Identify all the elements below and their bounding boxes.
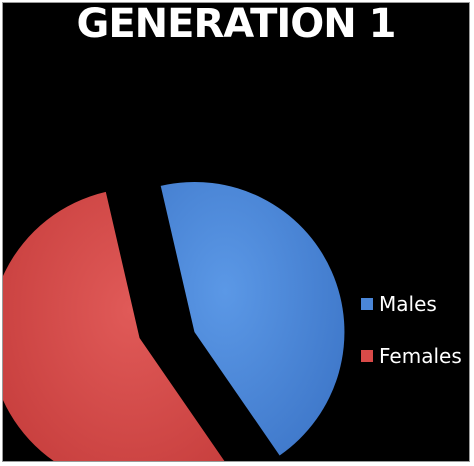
chart-legend: Males Females bbox=[361, 291, 462, 395]
legend-label-females: Females bbox=[379, 344, 462, 368]
pie-chart bbox=[3, 181, 345, 461]
chart-frame: GENERATION 1 Males Females bbox=[2, 2, 470, 462]
legend-item-males: Males bbox=[361, 291, 462, 317]
chart-title: GENERATION 1 bbox=[76, 2, 396, 47]
legend-swatch-females bbox=[361, 350, 373, 362]
legend-label-males: Males bbox=[379, 292, 437, 316]
pie-slice-females bbox=[3, 191, 225, 461]
legend-swatch-males bbox=[361, 298, 373, 310]
pie-slice-males bbox=[160, 181, 345, 456]
legend-item-females: Females bbox=[361, 343, 462, 369]
